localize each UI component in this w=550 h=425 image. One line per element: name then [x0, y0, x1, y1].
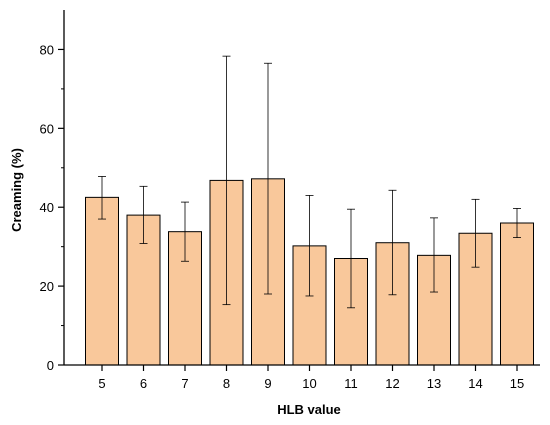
x-tick-label-15: 15: [510, 376, 524, 391]
x-tick-label-14: 14: [468, 376, 482, 391]
x-tick-label-6: 6: [140, 376, 147, 391]
y-axis-title: Creaming (%): [9, 148, 24, 232]
y-tick-label-60: 60: [40, 121, 54, 136]
bar-15: [500, 222, 534, 366]
error-bars-group: [98, 55, 521, 309]
x-tick-label-10: 10: [302, 376, 316, 391]
x-tick-label-7: 7: [181, 376, 188, 391]
x-tick-label-9: 9: [264, 376, 271, 391]
x-tick-label-8: 8: [223, 376, 230, 391]
bar-5: [85, 196, 119, 366]
x-tick-label-5: 5: [98, 376, 105, 391]
x-axis-title: HLB value: [277, 402, 341, 417]
y-tick-label-40: 40: [40, 200, 54, 215]
x-tick-label-12: 12: [385, 376, 399, 391]
y-tick-label-0: 0: [47, 358, 54, 373]
x-tick-label-13: 13: [427, 376, 441, 391]
axes-group: 0 20 40 60 80 5 6 7 8 9 10 11 12 13 14 15: [40, 10, 540, 391]
y-tick-label-80: 80: [40, 42, 54, 57]
y-tick-label-20: 20: [40, 279, 54, 294]
x-tick-label-11: 11: [344, 376, 358, 391]
